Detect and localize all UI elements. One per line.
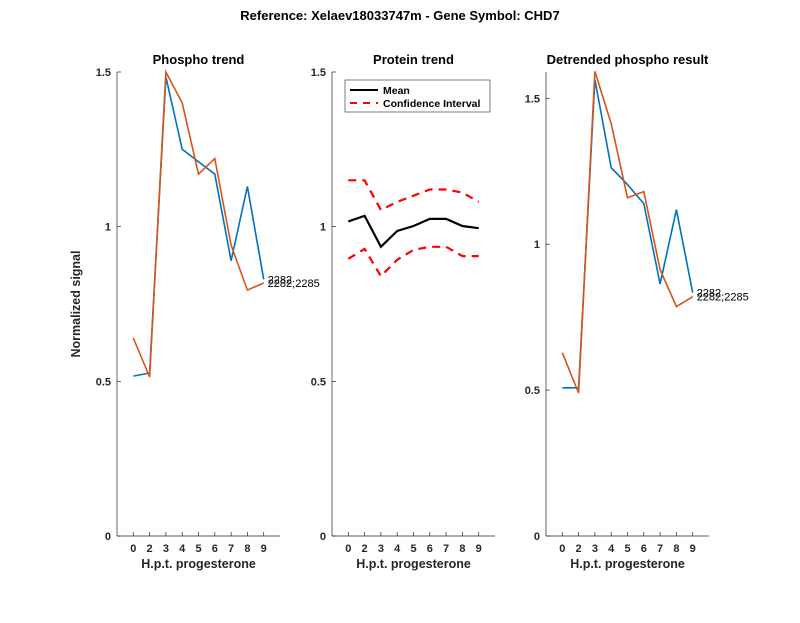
panel-title: Phospho trend [153,52,245,67]
panel-title: Protein trend [373,52,454,67]
y-tick-label: 1.5 [525,93,540,105]
y-tick-label: 0 [105,531,111,543]
x-tick-label: 3 [163,543,169,555]
y-tick-label: 0 [320,531,326,543]
x-axis-label: H.p.t. progesterone [356,557,471,571]
x-tick-label: 0 [559,543,565,555]
x-tick-label: 3 [592,543,598,555]
x-axis-label: H.p.t. progesterone [141,557,256,571]
y-tick-label: 0 [534,531,540,543]
y-tick-label: 0.5 [525,385,540,397]
x-tick-label: 9 [476,543,482,555]
x-tick-label: 8 [673,543,679,555]
y-tick-label: 1.5 [311,67,326,79]
y-tick-label: 0.5 [311,376,326,388]
series-end-label: 2282;2285 [268,278,320,290]
x-tick-label: 4 [179,543,186,555]
y-axis-label: Normalized signal [69,251,83,358]
series-line-2282-2285 [133,72,263,377]
x-tick-label: 2 [362,543,368,555]
x-tick-label: 5 [410,543,416,555]
x-tick-label: 7 [443,543,449,555]
y-tick-label: 1 [320,222,326,234]
x-tick-label: 0 [130,543,136,555]
x-tick-label: 4 [394,543,401,555]
x-tick-label: 8 [244,543,250,555]
series-end-label: 2282;2285 [697,292,749,304]
x-axis-label: H.p.t. progesterone [570,557,685,571]
x-tick-label: 3 [378,543,384,555]
x-tick-label: 9 [690,543,696,555]
x-tick-label: 7 [228,543,234,555]
series-line-2282-2285 [562,71,692,393]
legend-label-confidence-interval: Confidence Interval [383,98,481,110]
y-tick-label: 1 [534,239,540,251]
series-line-confidence-interval-lower- [348,247,478,276]
x-tick-label: 4 [608,543,615,555]
x-tick-label: 2 [147,543,153,555]
legend-label-mean: Mean [383,85,410,97]
y-tick-label: 0.5 [96,376,111,388]
series-line-confidence-interval-upper- [348,180,478,210]
x-tick-label: 5 [624,543,630,555]
series-line-2282 [133,77,263,376]
series-line-mean [348,216,478,247]
x-tick-label: 9 [261,543,267,555]
panel-title: Detrended phospho result [547,52,709,67]
x-tick-label: 0 [345,543,351,555]
figure-title: Reference: Xelaev18033747m - Gene Symbol… [240,8,559,23]
x-tick-label: 5 [195,543,201,555]
y-tick-label: 1.5 [96,67,111,79]
x-tick-label: 6 [641,543,647,555]
x-tick-label: 2 [576,543,582,555]
y-tick-label: 1 [105,222,111,234]
x-tick-label: 8 [459,543,465,555]
x-tick-label: 6 [212,543,218,555]
x-tick-label: 6 [427,543,433,555]
x-tick-label: 7 [657,543,663,555]
